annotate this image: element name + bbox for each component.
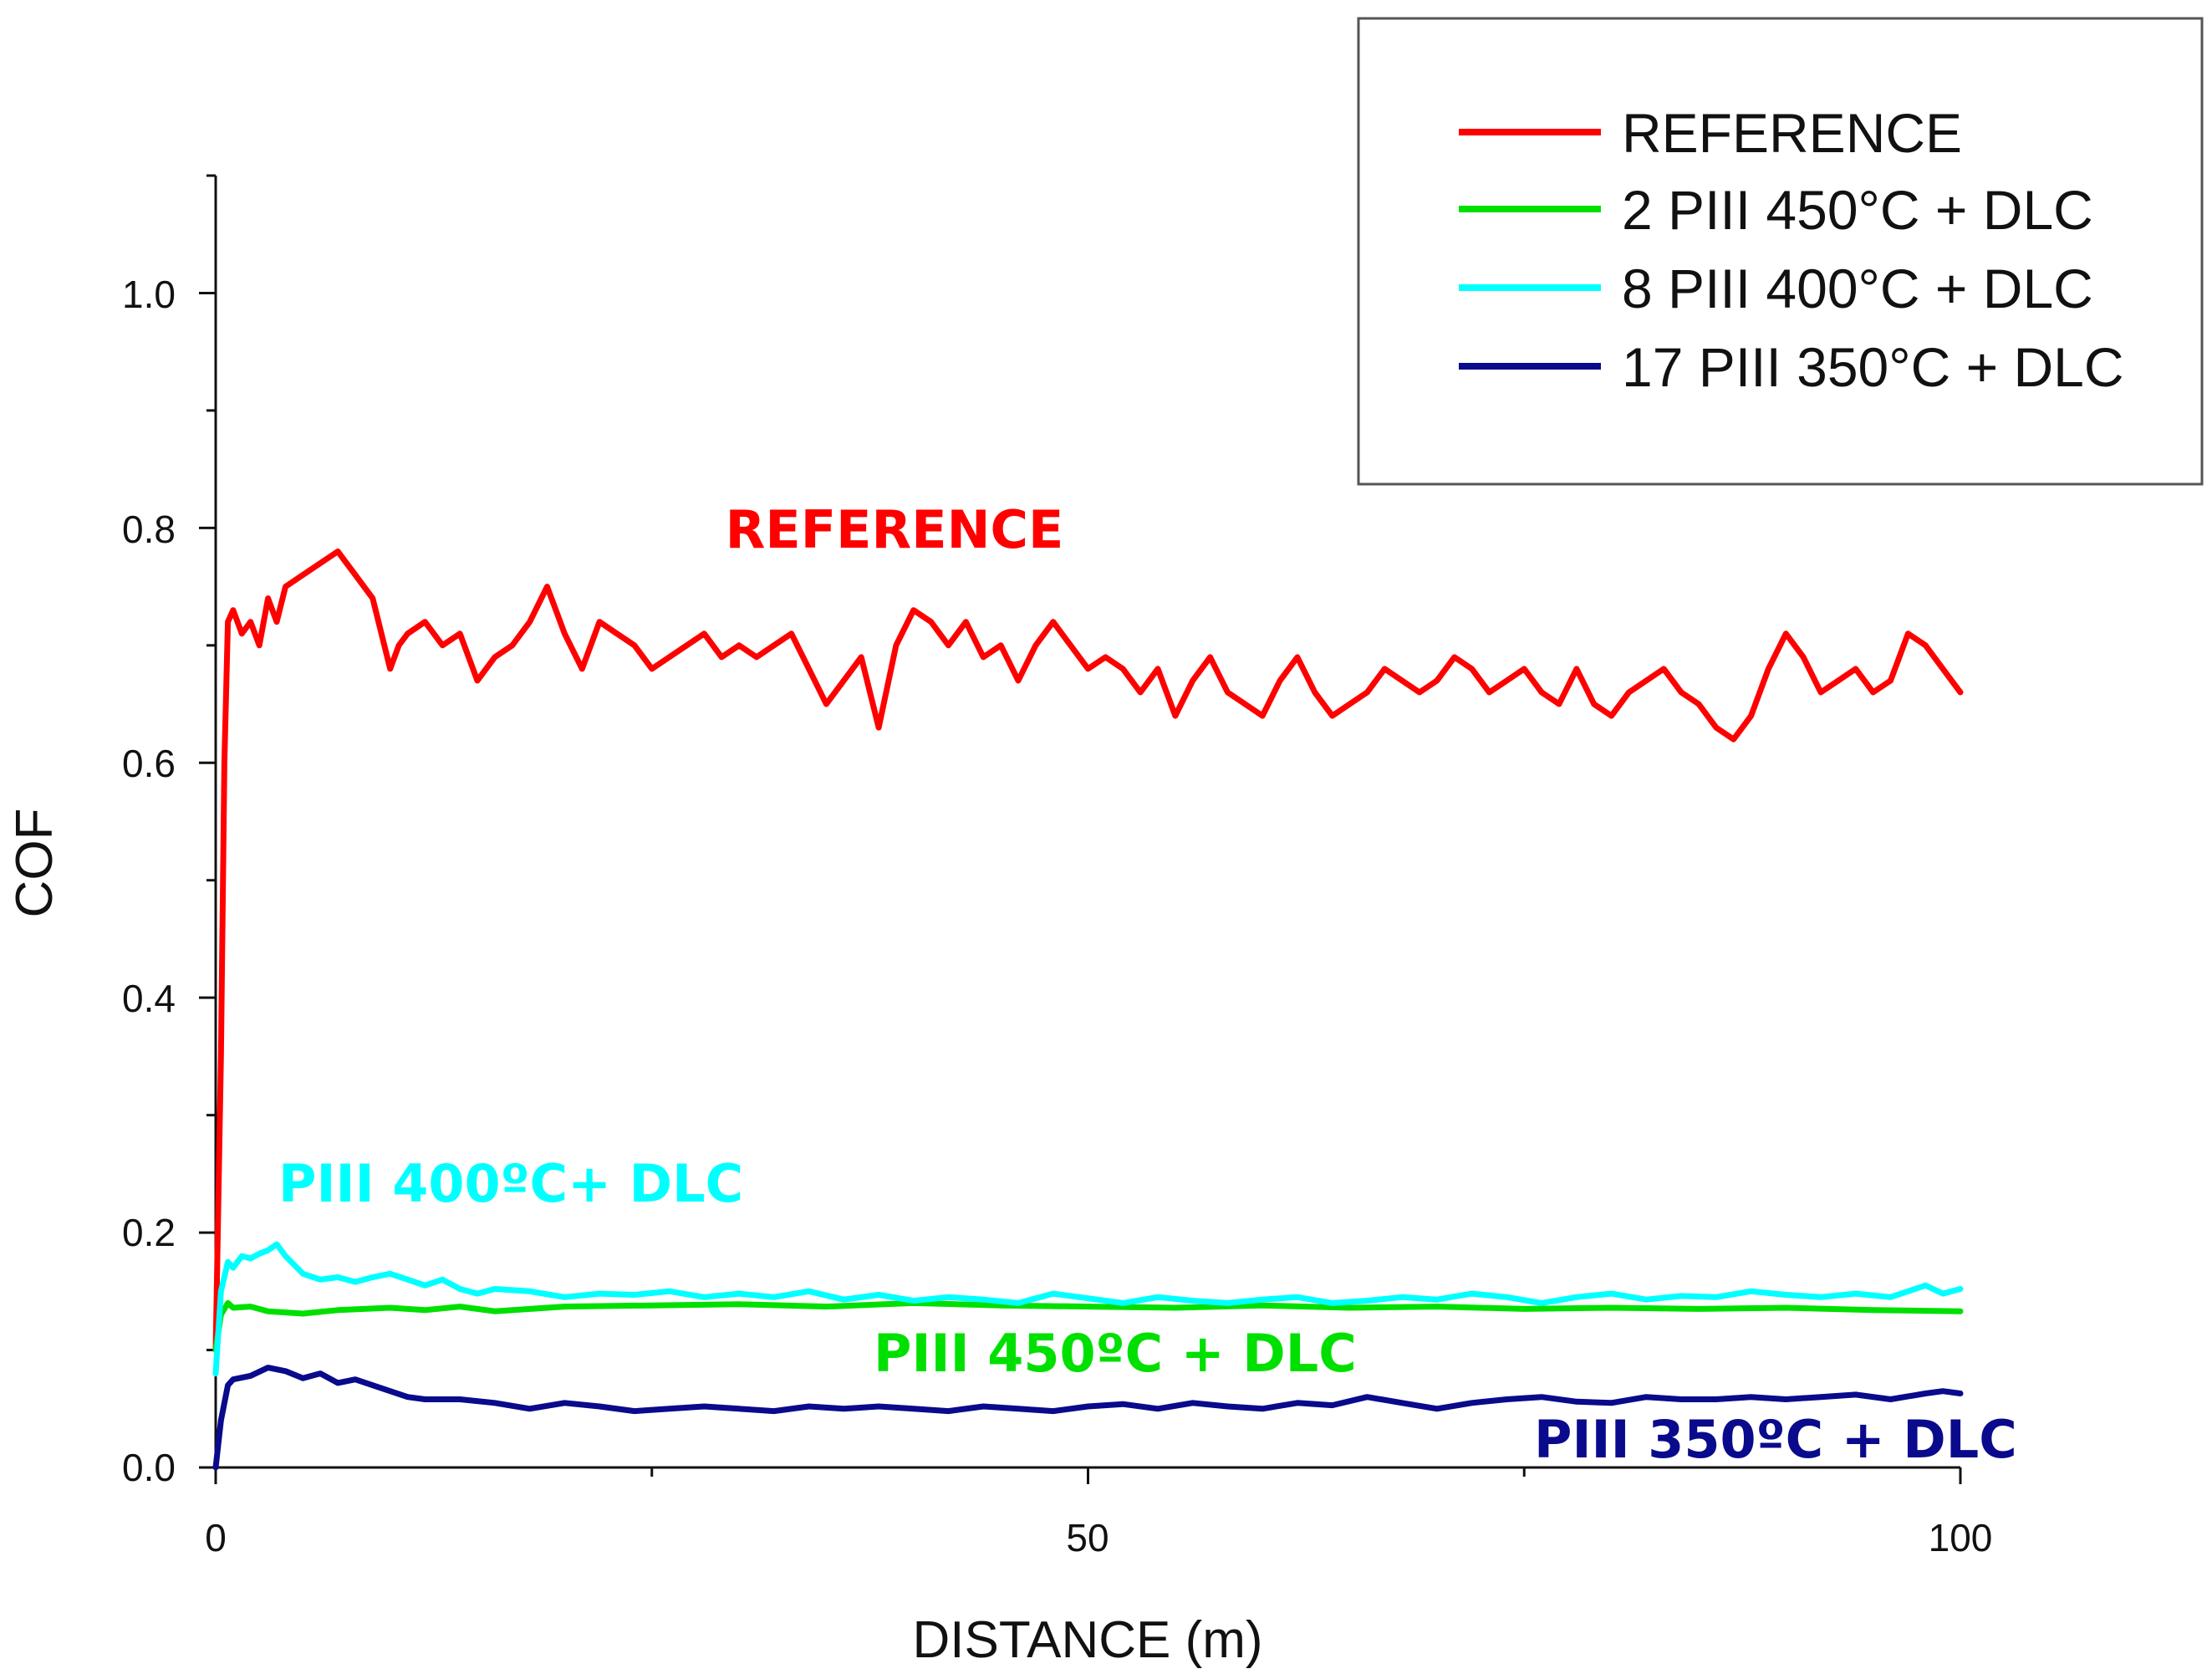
series-line-17-piii-350-c-dlc: [212, 1365, 1964, 1471]
x-axis-ticks: [214, 1467, 1962, 1484]
series-line-2-piii-450-c-dlc: [212, 1299, 1964, 1353]
legend-label-reference: REFERENCE: [1622, 102, 1962, 164]
legend-label-2-piii-450: 2 PIII 450°C + DLC: [1622, 179, 2093, 241]
y-tick-label-0.4: 0.4: [122, 977, 176, 1020]
series-line-8-piii-400-c-dlc: [212, 1241, 1964, 1377]
annotation-reference: REFERENCE: [726, 499, 1064, 560]
x-tick-label-0: 0: [205, 1516, 227, 1559]
legend: REFERENCE 2 PIII 450°C + DLC 8 PIII 400°…: [1357, 17, 2204, 486]
legend-box: [1357, 17, 2204, 486]
x-tick-label-50: 50: [1066, 1516, 1109, 1559]
y-axis-ticks: [199, 174, 216, 1469]
annotation-piii-350: PIII 350ºC + DLC: [1534, 1409, 2017, 1470]
x-tick-label-100: 100: [1929, 1516, 1993, 1559]
y-tick-label-0.0: 0.0: [122, 1446, 176, 1489]
legend-label-8-piii-400: 8 PIII 400°C + DLC: [1622, 258, 2093, 319]
y-axis-title: COF: [6, 809, 64, 918]
series-layer: [212, 549, 1964, 1471]
series-line-reference: [212, 549, 1964, 1353]
y-tick-label-0.8: 0.8: [122, 508, 176, 551]
annotation-piii-450: PIII 450ºC + DLC: [874, 1323, 1357, 1384]
annotation-piii-400: PIII 400ºC+ DLC: [278, 1153, 743, 1214]
y-tick-label-1.0: 1.0: [122, 273, 176, 316]
x-axis-title: DISTANCE (m): [912, 1611, 1262, 1669]
legend-label-17-piii-350: 17 PIII 350°C + DLC: [1622, 336, 2124, 398]
y-tick-label-0.2: 0.2: [122, 1211, 176, 1254]
y-tick-label-0.6: 0.6: [122, 742, 176, 785]
